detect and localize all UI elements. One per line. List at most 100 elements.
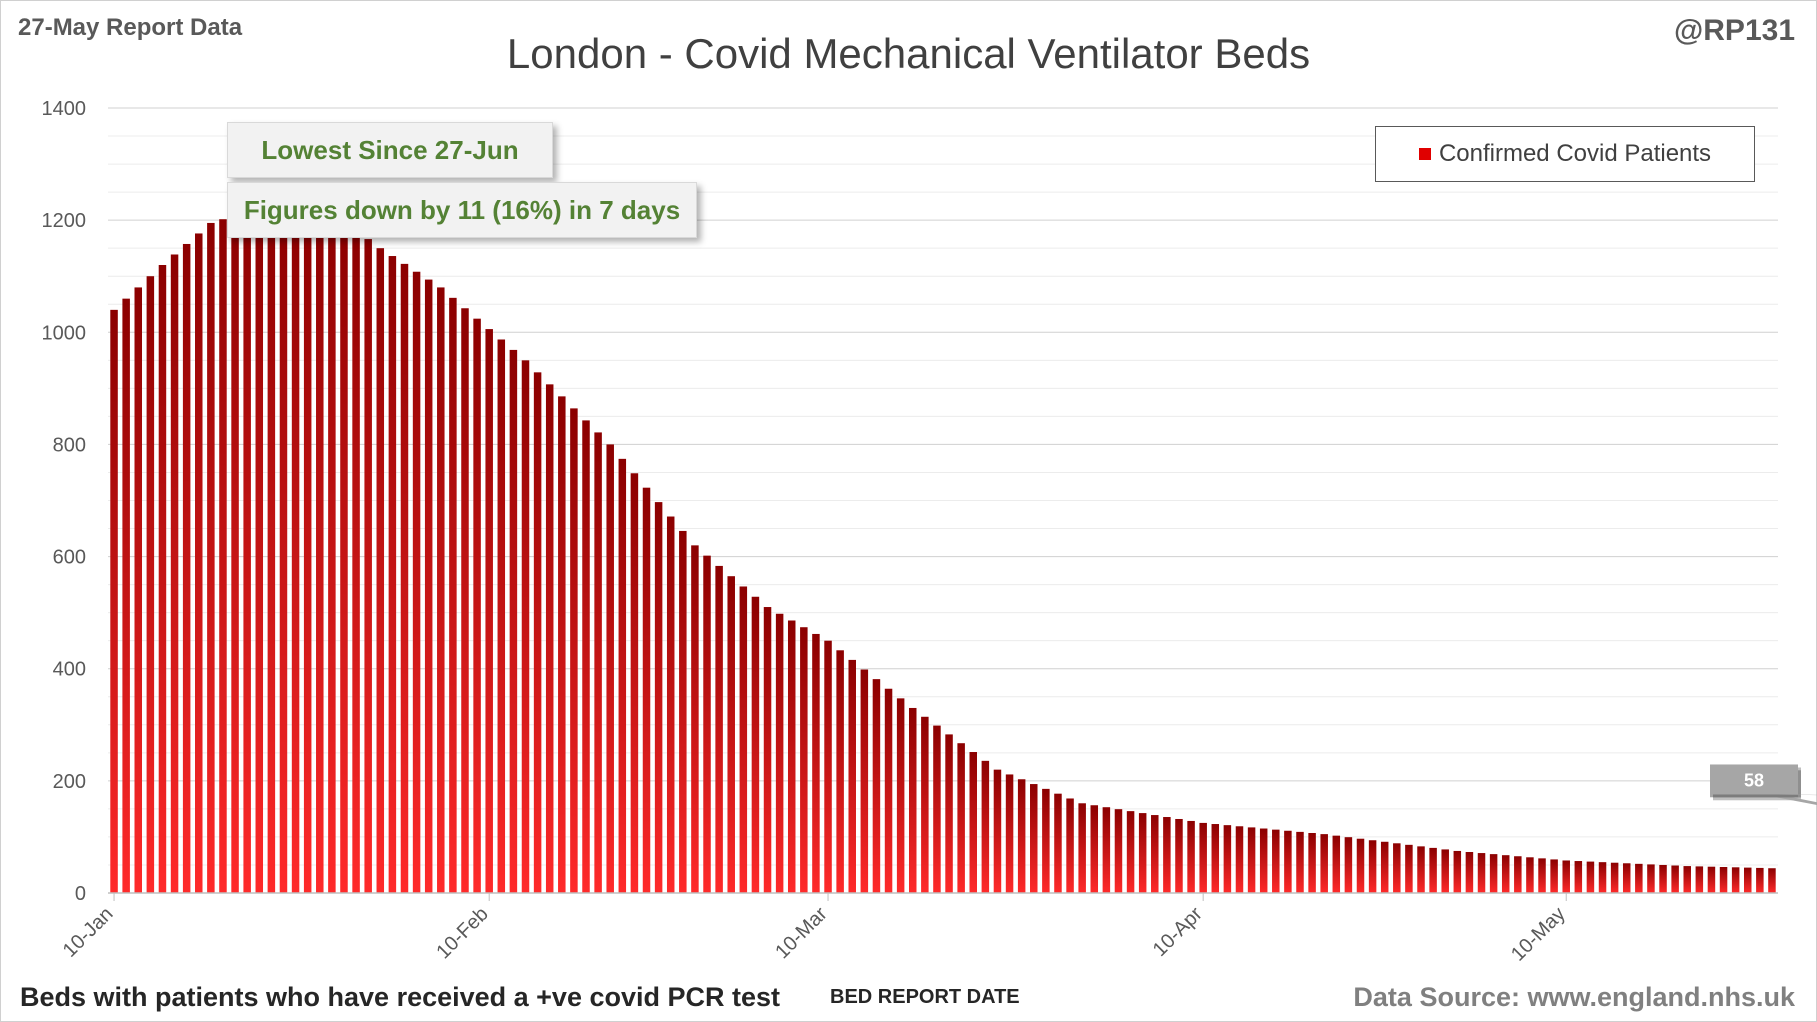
y-tick-label: 1000	[42, 322, 87, 344]
bar	[352, 229, 360, 894]
bar	[1635, 863, 1643, 893]
bar	[219, 219, 227, 894]
bar	[1647, 864, 1655, 893]
bar	[921, 716, 929, 893]
author-handle: @RP131	[1674, 14, 1795, 47]
bar	[594, 432, 602, 893]
bar	[1441, 849, 1449, 893]
bar	[1526, 857, 1534, 893]
bar	[1005, 774, 1014, 893]
bar	[1743, 867, 1752, 893]
y-tick-label: 1400	[42, 98, 87, 120]
bar	[110, 309, 118, 893]
bar	[303, 211, 312, 893]
x-axis-title: BED REPORT DATE	[830, 986, 1020, 1008]
bar	[666, 516, 675, 893]
x-tick-label: 10-Mar	[771, 903, 832, 964]
bar	[945, 734, 953, 893]
bar	[993, 769, 1002, 893]
bar	[1320, 834, 1328, 893]
y-tick-label: 600	[53, 547, 86, 569]
bar	[1659, 864, 1667, 893]
bar	[1138, 813, 1147, 893]
bar	[848, 659, 856, 893]
bar	[836, 650, 844, 893]
footnote: Beds with patients who have received a +…	[20, 982, 781, 1012]
bar	[122, 298, 130, 894]
bar	[1574, 861, 1583, 893]
bar	[957, 743, 965, 893]
bar	[1042, 788, 1050, 893]
chart-title: London - Covid Mechanical Ventilator Bed…	[506, 30, 1311, 77]
bar	[824, 640, 832, 893]
x-tick-label: 10-May	[1507, 903, 1570, 966]
bar	[1465, 852, 1474, 893]
bar	[1417, 846, 1425, 893]
bar	[134, 287, 143, 893]
bar	[1211, 824, 1220, 893]
bar	[1683, 866, 1691, 893]
bar	[182, 243, 191, 894]
bar	[763, 607, 772, 893]
bar	[981, 760, 990, 893]
legend-label-confirmed: Confirmed Covid Patients	[1438, 140, 1712, 167]
bar	[679, 530, 687, 893]
y-tick-label: 800	[53, 434, 86, 456]
bar	[1514, 856, 1522, 893]
bar	[376, 248, 385, 893]
bar	[1562, 860, 1570, 893]
bar	[412, 271, 421, 893]
bar	[170, 254, 179, 894]
bar	[1102, 807, 1111, 893]
bar	[812, 633, 820, 893]
bar	[437, 287, 445, 893]
bar	[1453, 850, 1462, 893]
bar	[1030, 784, 1038, 893]
weekly-change-callout: Figures down by 11 (16%) in 7 days	[227, 182, 697, 238]
bar	[872, 679, 881, 893]
bar	[1054, 793, 1062, 893]
marker-pointer	[1776, 794, 1817, 796]
bar	[497, 339, 506, 894]
bar	[727, 576, 735, 893]
y-tick-label: 1200	[42, 210, 87, 232]
bar	[703, 555, 711, 893]
y-tick-label: 200	[53, 771, 86, 793]
bar	[969, 752, 978, 893]
bar	[461, 308, 469, 893]
bar	[473, 318, 481, 894]
bar	[279, 211, 288, 893]
bar	[1114, 809, 1123, 893]
bar	[1393, 843, 1401, 893]
bar	[1066, 798, 1074, 893]
bar	[195, 233, 203, 893]
bar	[1380, 841, 1389, 893]
bar	[1477, 853, 1486, 893]
bar	[1550, 859, 1558, 893]
bar	[1671, 865, 1679, 893]
bar	[642, 487, 651, 893]
bar	[291, 211, 300, 893]
bar	[570, 408, 578, 893]
bar	[630, 473, 639, 893]
bar	[751, 596, 760, 893]
bar	[255, 211, 264, 893]
bar	[1768, 868, 1776, 893]
bar	[364, 239, 372, 894]
bar	[654, 502, 663, 893]
bar	[1489, 854, 1498, 893]
bar	[1308, 833, 1316, 893]
bar	[231, 215, 239, 894]
marker-label: 58	[1744, 770, 1764, 790]
bar	[1756, 867, 1764, 893]
bar	[1199, 822, 1207, 893]
bar	[1272, 829, 1280, 893]
bar	[1078, 803, 1086, 893]
bar	[158, 265, 167, 893]
value-marker: 58	[1710, 764, 1817, 798]
bar	[715, 565, 723, 893]
bar	[1090, 805, 1099, 893]
bar	[243, 211, 251, 893]
bar	[424, 279, 433, 893]
bar	[533, 372, 542, 893]
